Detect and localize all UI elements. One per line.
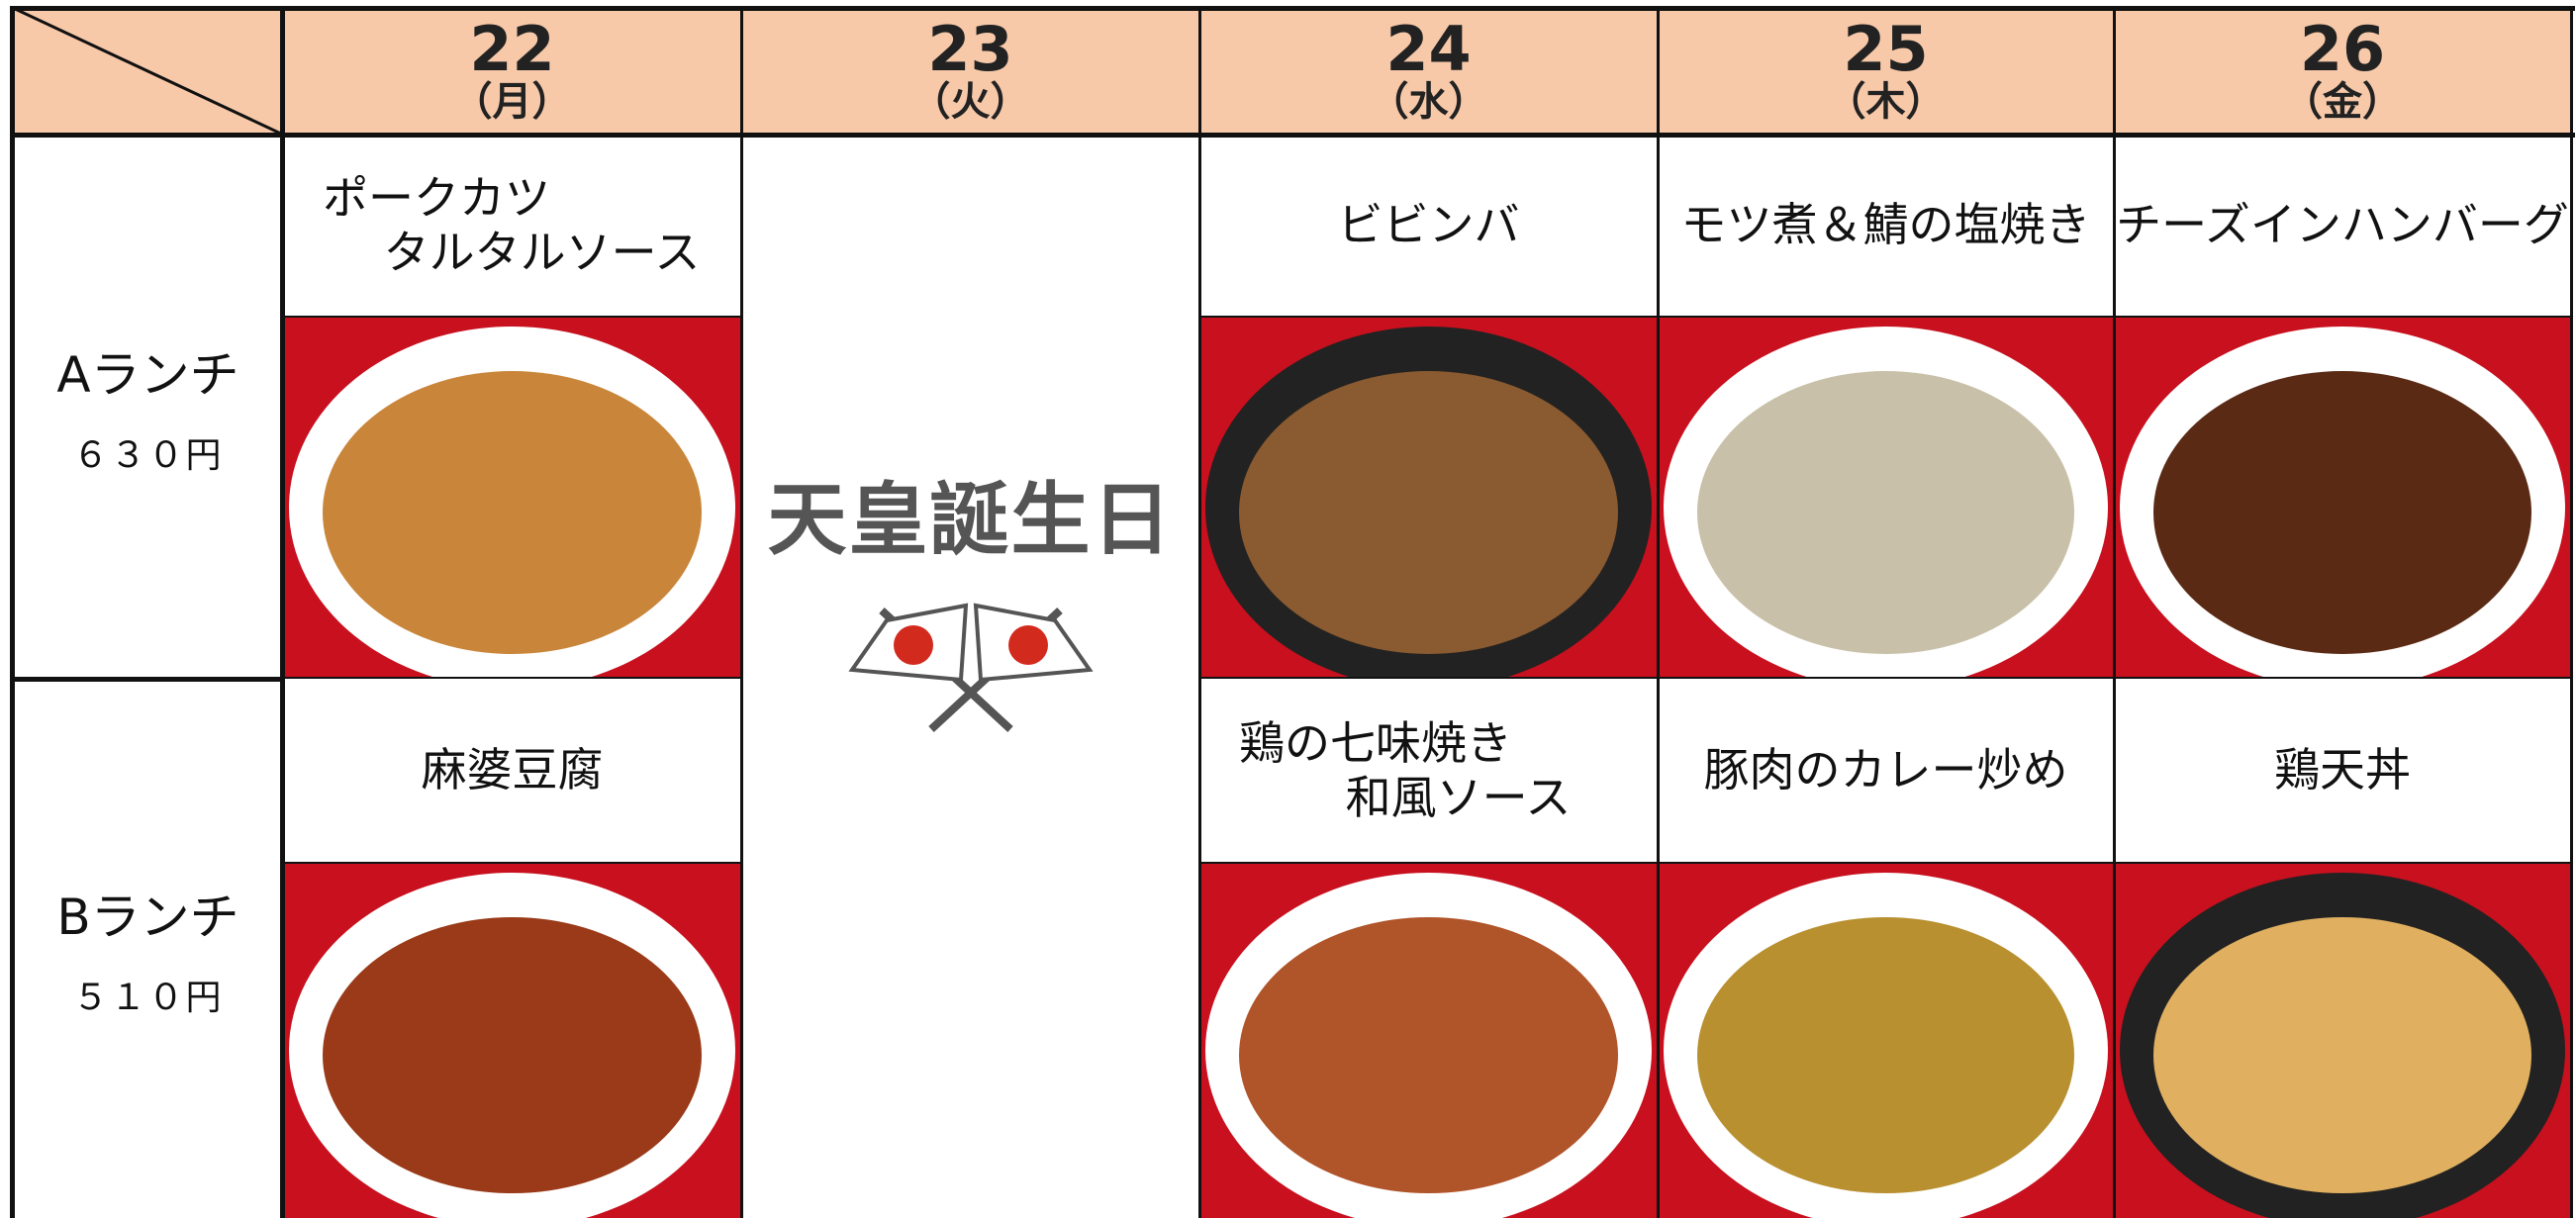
dish-name-cell: 鶏の七味焼き 和風ソース	[1199, 679, 1658, 863]
border-line	[740, 6, 743, 1218]
border-line	[2114, 677, 2571, 679]
border-line	[1658, 677, 2114, 679]
food-photo	[2114, 863, 2571, 1218]
dish-name: 鶏の七味焼き	[1239, 715, 1512, 770]
dish-name: 豚肉のカレー炒め	[1703, 743, 2068, 797]
border-line	[283, 316, 741, 318]
day-header: 22 （月）	[283, 8, 741, 135]
dish-name: 鶏天丼	[2274, 743, 2411, 797]
holiday-label: 天皇誕生日	[767, 473, 1174, 566]
dish-name: ポークカツ	[323, 170, 550, 225]
lunch-label: Aランチ	[56, 346, 239, 404]
border-line	[2113, 6, 2116, 1218]
day-number: 24	[1385, 13, 1472, 85]
border-line	[1198, 6, 1201, 1218]
row-label-cell: Aランチ ６３０円	[13, 135, 283, 679]
dish-name: 和風ソース	[1345, 771, 1572, 824]
photo-image	[1205, 873, 1652, 1218]
border-line	[1199, 316, 1658, 318]
dish-name-cell: 鶏天丼	[2114, 679, 2571, 863]
food-photo	[1199, 317, 1658, 679]
day-header: 23 （火）	[741, 8, 1199, 135]
dish-name-cell: 麻婆豆腐	[283, 679, 741, 863]
day-header: 25 （木）	[1658, 8, 2114, 135]
dish-name-cell: ビビンバ	[1199, 135, 1658, 317]
photo-image	[1205, 327, 1652, 679]
day-number: 26	[2299, 13, 2386, 85]
border-line	[10, 6, 15, 1218]
photo-image	[289, 873, 735, 1218]
border-line	[1199, 677, 1658, 679]
dish-name: ビビンバ	[1337, 198, 1520, 252]
border-line	[280, 6, 285, 1218]
lunch-label: Bランチ	[56, 888, 239, 946]
day-header: 24 （水）	[1199, 8, 1658, 135]
corner-cell	[12, 6, 284, 137]
border-line	[1657, 6, 1660, 1218]
photo-image	[2120, 327, 2565, 679]
border-line	[1658, 316, 2114, 318]
border-line	[2570, 6, 2573, 1218]
border-line	[1199, 862, 1658, 864]
border-line	[13, 677, 283, 682]
food-photo	[1199, 863, 1658, 1218]
corner-diagonal	[12, 6, 284, 137]
flags-icon	[847, 603, 1094, 732]
lunch-price: ６３０円	[72, 435, 224, 476]
dish-name-cell: ポークカツ タルタルソース	[283, 135, 741, 317]
holiday-cell: 天皇誕生日	[741, 135, 1199, 1218]
food-photo	[283, 317, 741, 679]
border-line	[13, 6, 2575, 11]
dish-name-cell: 豚肉のカレー炒め	[1658, 679, 2114, 863]
food-photo	[1658, 863, 2114, 1218]
dish-name: 麻婆豆腐	[421, 743, 604, 797]
lunch-price: ５１０円	[72, 977, 224, 1018]
border-line	[2114, 862, 2571, 864]
photo-image	[2120, 873, 2565, 1218]
border-line	[1658, 862, 2114, 864]
day-number: 25	[1843, 13, 1929, 85]
border-line	[283, 862, 741, 864]
dish-name: チーズインハンバーグ	[2116, 198, 2569, 252]
dish-name: モツ煮＆鯖の塩焼き	[1680, 198, 2091, 252]
day-weekday: （金）	[2283, 79, 2402, 125]
food-photo	[2114, 317, 2571, 679]
day-weekday: （火）	[910, 79, 1030, 125]
day-number: 22	[469, 13, 555, 85]
dish-name: タルタルソース	[383, 226, 701, 279]
border-line	[2114, 316, 2571, 318]
food-photo	[1658, 317, 2114, 679]
day-weekday: （月）	[452, 79, 572, 125]
dish-name-cell: モツ煮＆鯖の塩焼き	[1658, 135, 2114, 317]
border-line	[13, 133, 2575, 138]
photo-image	[289, 327, 735, 679]
dish-name-cell: チーズインハンバーグ	[2114, 135, 2571, 317]
photo-image	[1664, 327, 2108, 679]
day-weekday: （木）	[1826, 79, 1946, 125]
day-weekday: （水）	[1369, 79, 1488, 125]
food-photo	[283, 863, 741, 1218]
day-header: 26 （金）	[2114, 8, 2571, 135]
row-label-cell: Bランチ ５１０円	[13, 679, 283, 1218]
day-number: 23	[927, 13, 1013, 85]
border-line	[283, 677, 741, 679]
photo-image	[1664, 873, 2108, 1218]
